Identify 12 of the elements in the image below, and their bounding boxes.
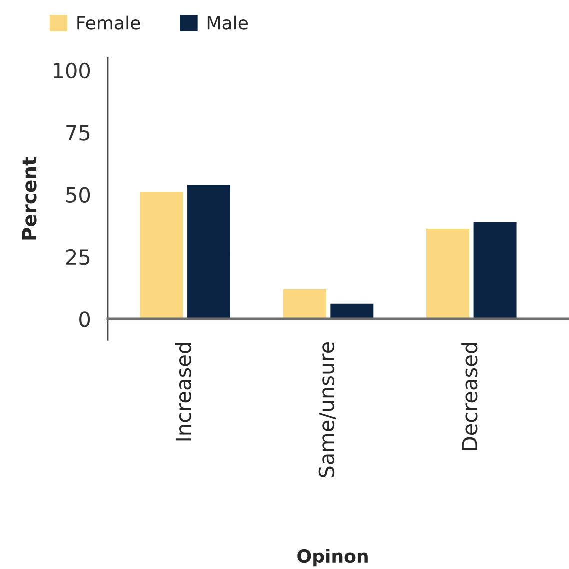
y-tick-label: 25 — [66, 249, 90, 266]
x-axis-title: Opinon — [298, 549, 368, 567]
x-tick-label: Decreased — [462, 343, 478, 450]
y-tick-label: 50 — [66, 187, 90, 204]
x-tick-label: Same/unsure — [318, 342, 336, 478]
y-tick-label: 0 — [80, 312, 90, 328]
y-tick-label: 75 — [66, 125, 90, 141]
x-tick-label: Increased — [175, 343, 192, 441]
y-tick-label: 100 — [54, 62, 90, 79]
y-axis-title: Percent — [22, 157, 37, 240]
legend-label: Male — [208, 16, 248, 30]
legend-label: Female — [78, 16, 140, 30]
